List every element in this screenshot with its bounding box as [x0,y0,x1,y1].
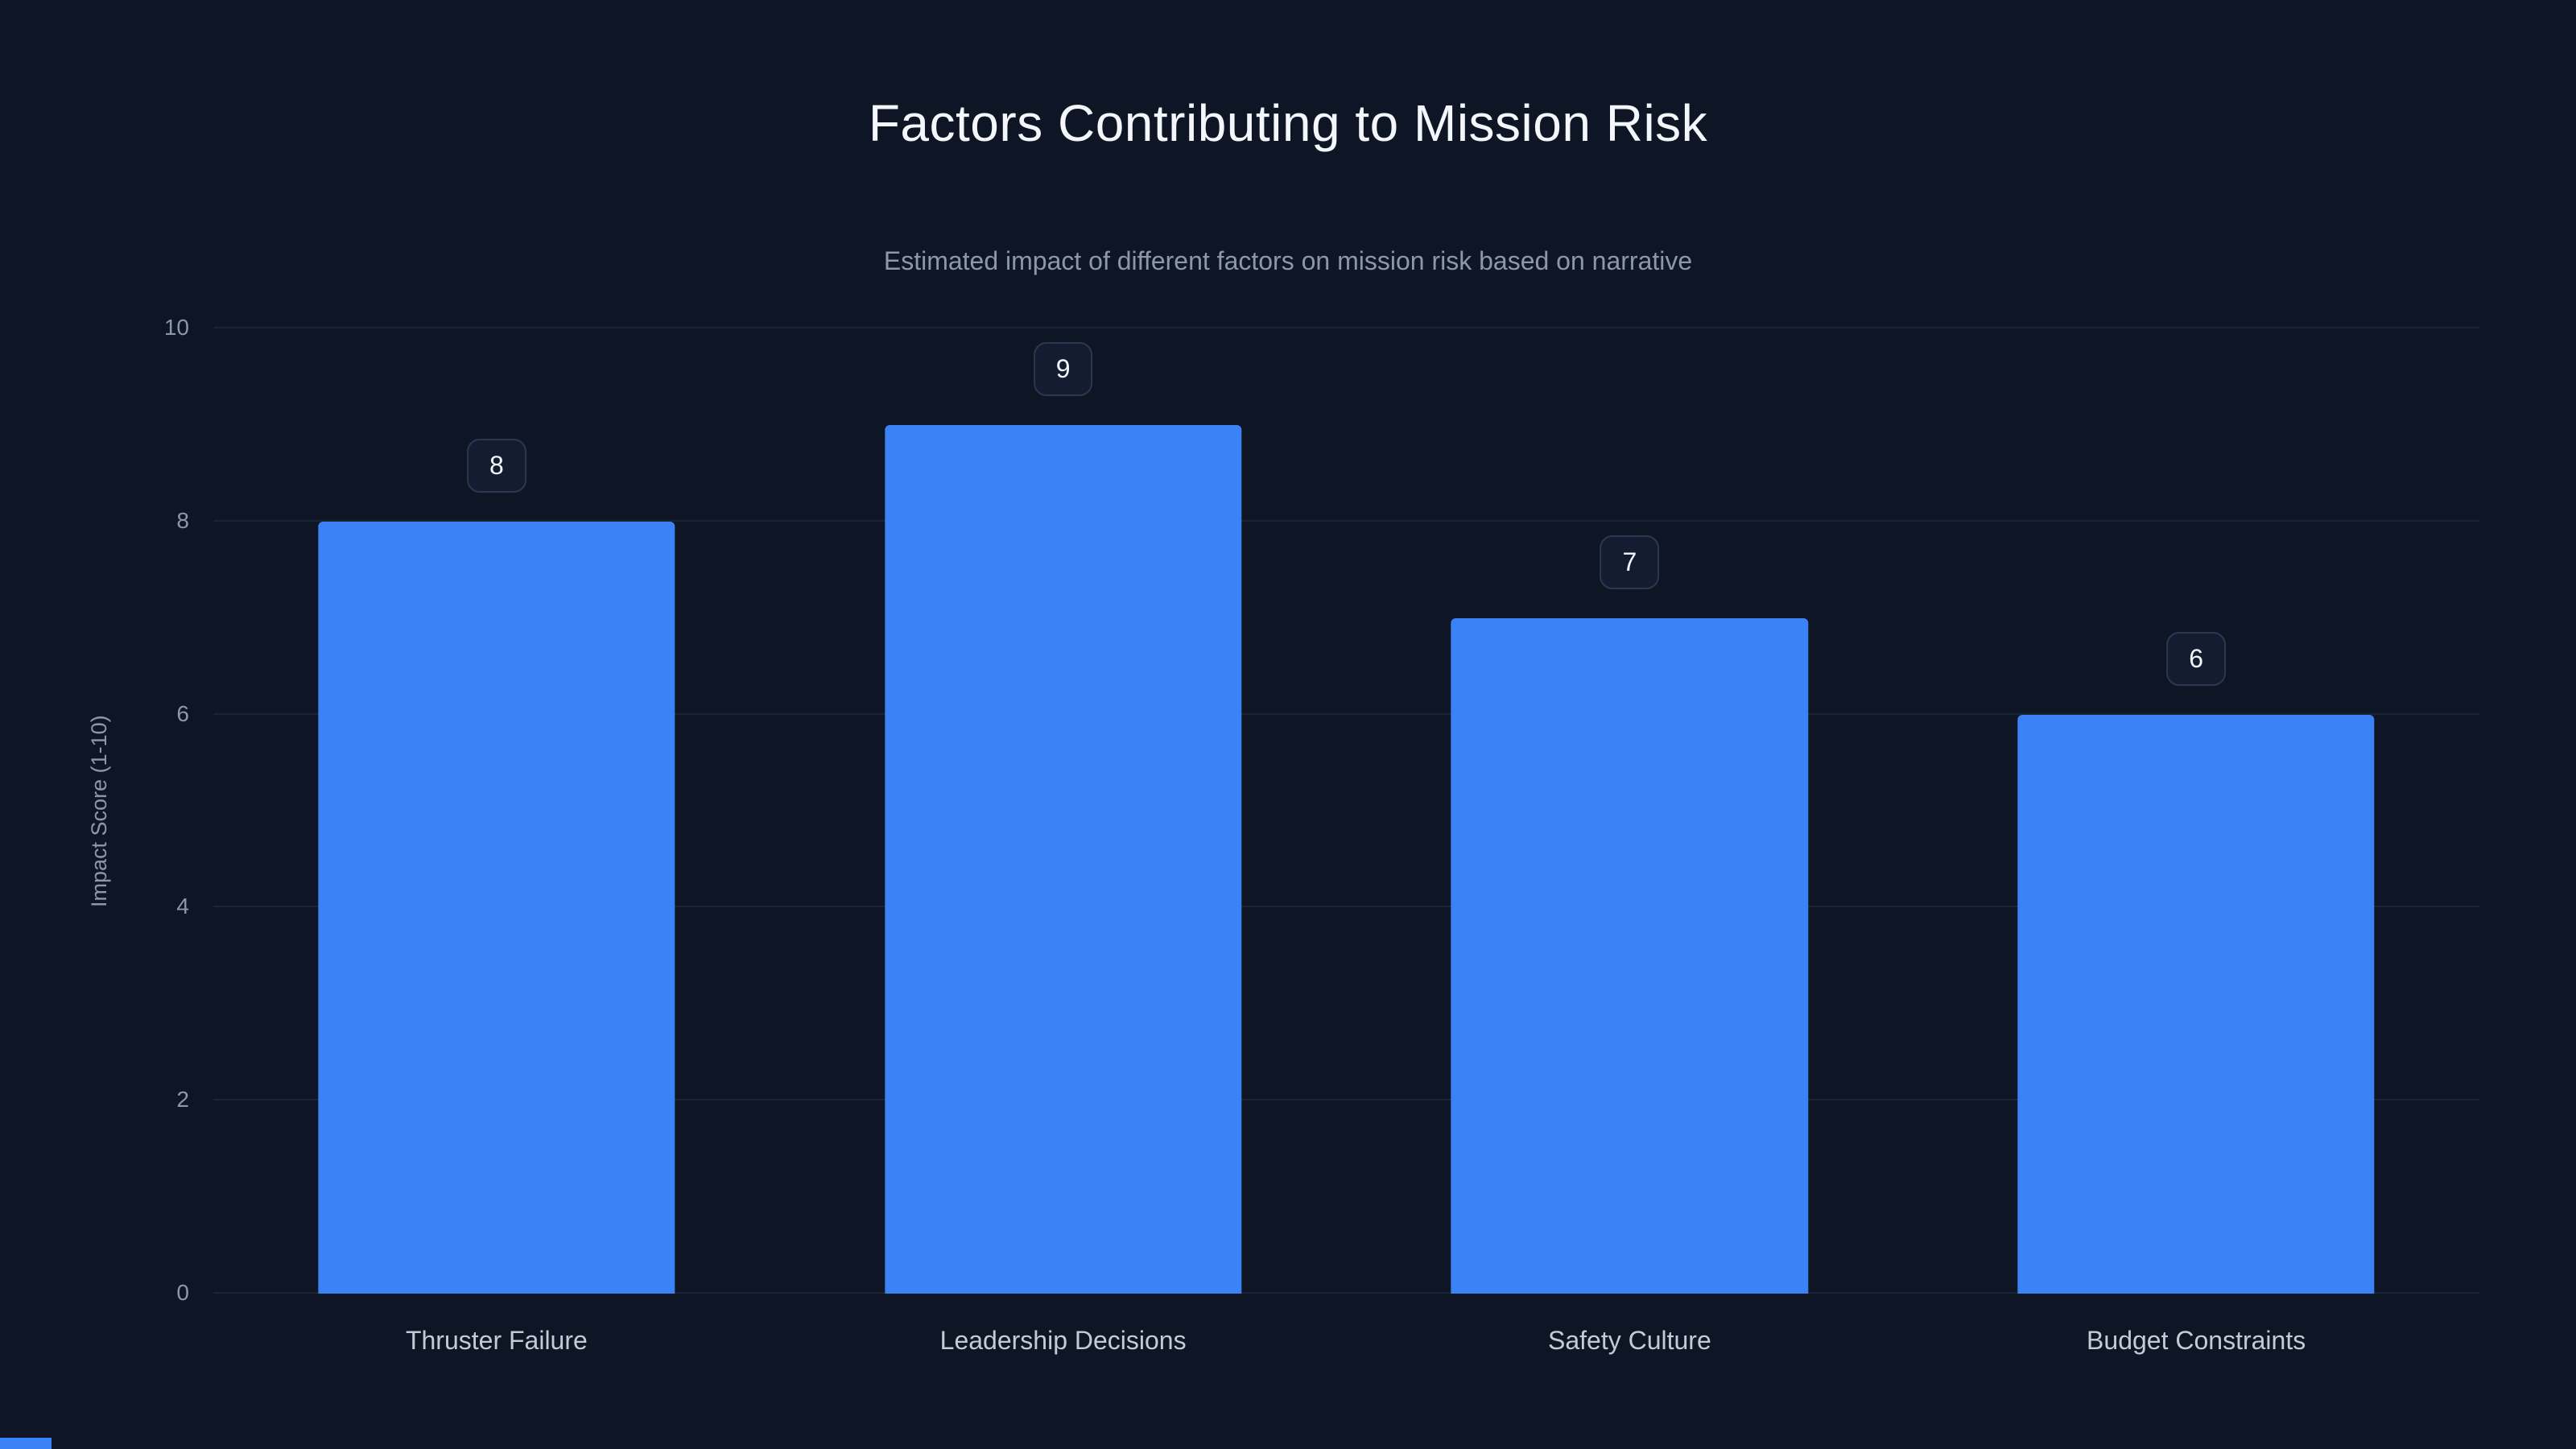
gridline [213,519,2479,522]
value-label-budget-constraints: 6 [2166,631,2227,686]
value-label-safety-culture: 7 [1600,535,1660,589]
y-tick-label: 4 [176,894,189,919]
gridline [213,1292,2479,1294]
bar-safety-culture[interactable] [1451,617,1809,1294]
gridline [213,712,2479,715]
bar-thruster-failure[interactable] [318,521,675,1294]
plot-area: 0 2 4 6 8 10 8 Thruster Failure 9 Leadership Deci… [164,315,2479,1355]
chart-title: Factors Contributing to Mission Risk [868,94,1708,152]
bar-group-safety-culture: 7 Safety Culture [1347,328,1913,1355]
y-tick-label: 2 [176,1087,189,1113]
bars-container: 8 Thruster Failure 9 Leadership Decisions 7 S… [213,328,2479,1355]
y-tick-label: 8 [176,507,189,533]
bottom-left-accent [0,1438,52,1449]
bar-group-thruster-failure: 8 Thruster Failure [213,328,780,1355]
bar-group-budget-constraints: 6 Budget Constraints [1913,328,2479,1355]
bar-budget-constraints[interactable] [2017,714,2375,1294]
bar-group-leadership-decisions: 9 Leadership Decisions [780,328,1347,1355]
gridline [213,1099,2479,1101]
gridline [213,906,2479,908]
category-label-thruster-failure: Thruster Failure [405,1326,588,1355]
value-label-thruster-failure: 8 [466,438,526,493]
category-label-safety-culture: Safety Culture [1547,1326,1711,1355]
category-label-budget-constraints: Budget Constraints [2087,1326,2306,1355]
gridline [213,327,2479,328]
y-tick-label: 10 [163,315,189,340]
y-axis-title: Impact Score (1-10) [87,715,111,907]
bar-leadership-decisions[interactable] [884,424,1242,1294]
category-label-leadership-decisions: Leadership Decisions [939,1326,1187,1355]
value-label-leadership-decisions: 9 [1033,341,1093,396]
chart-subtitle: Estimated impact of different factors on… [883,246,1693,275]
y-tick-label: 6 [176,700,189,726]
y-tick-label: 0 [176,1280,189,1305]
